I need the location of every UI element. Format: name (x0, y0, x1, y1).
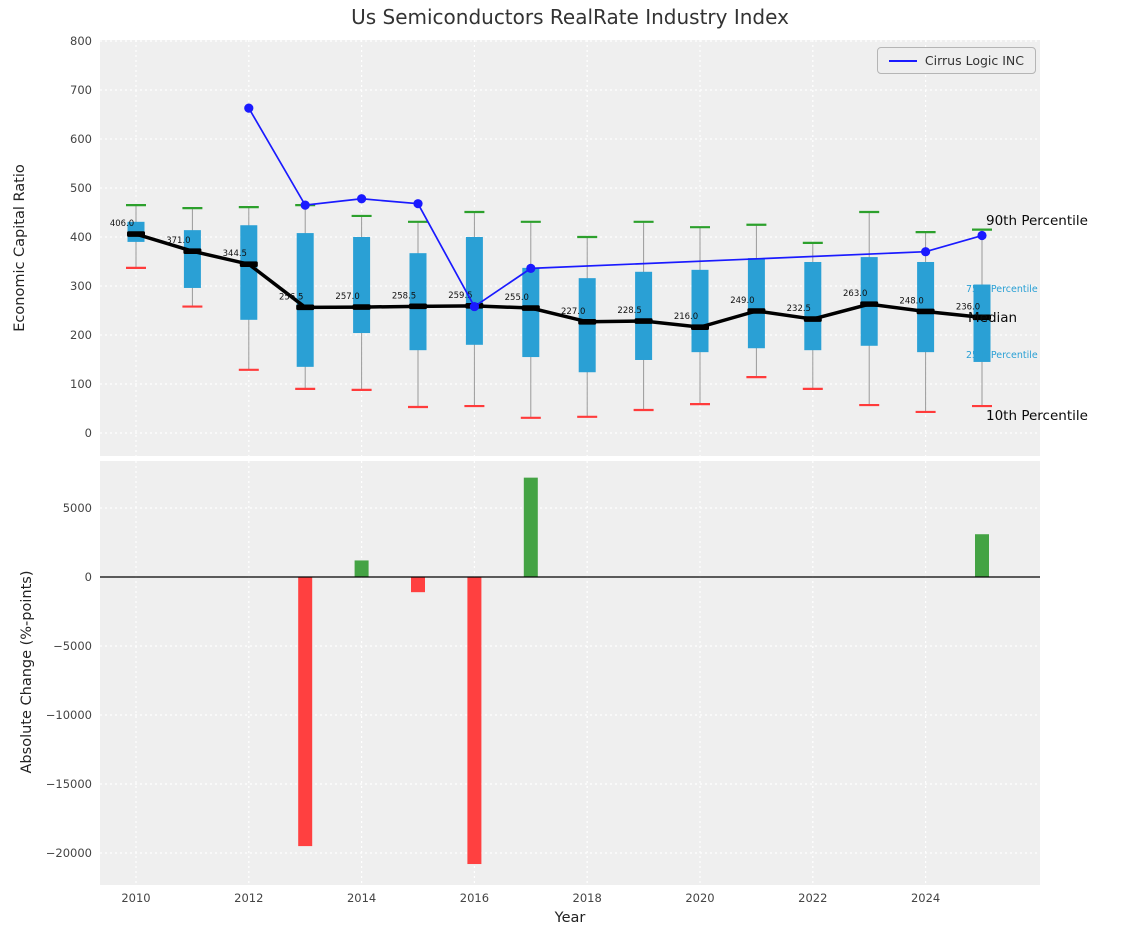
annotation-90th-percentile: 90th Percentile (986, 213, 1088, 229)
annotation-10th-percentile: 10th Percentile (986, 408, 1088, 424)
svg-text:2014: 2014 (347, 891, 376, 905)
svg-text:−15000: −15000 (46, 777, 92, 791)
change-bars (100, 477, 1040, 865)
svg-text:2012: 2012 (234, 891, 263, 905)
svg-text:−5000: −5000 (53, 639, 92, 653)
svg-text:2024: 2024 (911, 891, 940, 905)
annotation-median: Median (968, 310, 1018, 326)
svg-text:371.0: 371.0 (166, 236, 190, 246)
svg-text:0: 0 (85, 570, 92, 584)
svg-text:257.0: 257.0 (335, 292, 359, 302)
svg-text:5000: 5000 (63, 501, 92, 515)
svg-text:2022: 2022 (798, 891, 827, 905)
x-axis-label: Year (554, 910, 586, 926)
legend-series-label: Cirrus Logic INC (924, 53, 1024, 68)
annotation-25th-percentile: 25th Percentile (966, 350, 1038, 361)
bottom-y-axis-label: Absolute Change (%-points) (19, 570, 35, 774)
company-series (244, 103, 987, 312)
svg-text:400: 400 (70, 230, 92, 244)
svg-text:248.0: 248.0 (899, 296, 923, 306)
svg-text:700: 700 (70, 83, 92, 97)
svg-text:500: 500 (70, 181, 92, 195)
svg-text:800: 800 (70, 34, 92, 48)
svg-text:249.0: 249.0 (730, 296, 754, 306)
svg-text:216.0: 216.0 (674, 312, 698, 322)
legend: Cirrus Logic INC (876, 47, 1036, 74)
svg-text:2018: 2018 (573, 891, 602, 905)
svg-text:300: 300 (70, 279, 92, 293)
svg-text:232.5: 232.5 (787, 304, 811, 314)
svg-text:−20000: −20000 (46, 846, 92, 860)
svg-text:406.0: 406.0 (110, 219, 134, 229)
svg-text:344.5: 344.5 (223, 249, 247, 259)
svg-text:200: 200 (70, 328, 92, 342)
chart-title: Us Semiconductors RealRate Industry Inde… (351, 5, 789, 29)
svg-text:256.5: 256.5 (279, 292, 303, 302)
svg-text:100: 100 (70, 377, 92, 391)
svg-text:255.0: 255.0 (505, 293, 529, 303)
median-line: 406.0 371.0 344.5 256.5 257.0 258.5 259.5 255.0… (110, 219, 991, 330)
svg-text:600: 600 (70, 132, 92, 146)
percentile-boxes (126, 204, 992, 419)
svg-text:228.5: 228.5 (617, 306, 641, 316)
svg-text:263.0: 263.0 (843, 289, 867, 299)
svg-text:2020: 2020 (685, 891, 714, 905)
bottom-plot-bg (100, 461, 1040, 885)
top-y-axis-label: Economic Capital Ratio (12, 164, 28, 332)
svg-text:258.5: 258.5 (392, 291, 416, 301)
svg-text:259.5: 259.5 (448, 291, 472, 301)
svg-text:0: 0 (85, 426, 92, 440)
tick-labels: 0 100 200 300 400 500 600 700 800 5000 0 −5000 −1000… (46, 34, 940, 905)
svg-text:2010: 2010 (121, 891, 150, 905)
svg-text:2016: 2016 (460, 891, 489, 905)
annotation-75th-percentile: 75th Percentile (966, 284, 1038, 295)
svg-text:227.0: 227.0 (561, 307, 585, 317)
svg-text:236.0: 236.0 (956, 302, 980, 312)
legend-line-sample-icon (888, 59, 917, 62)
svg-text:−10000: −10000 (46, 708, 92, 722)
